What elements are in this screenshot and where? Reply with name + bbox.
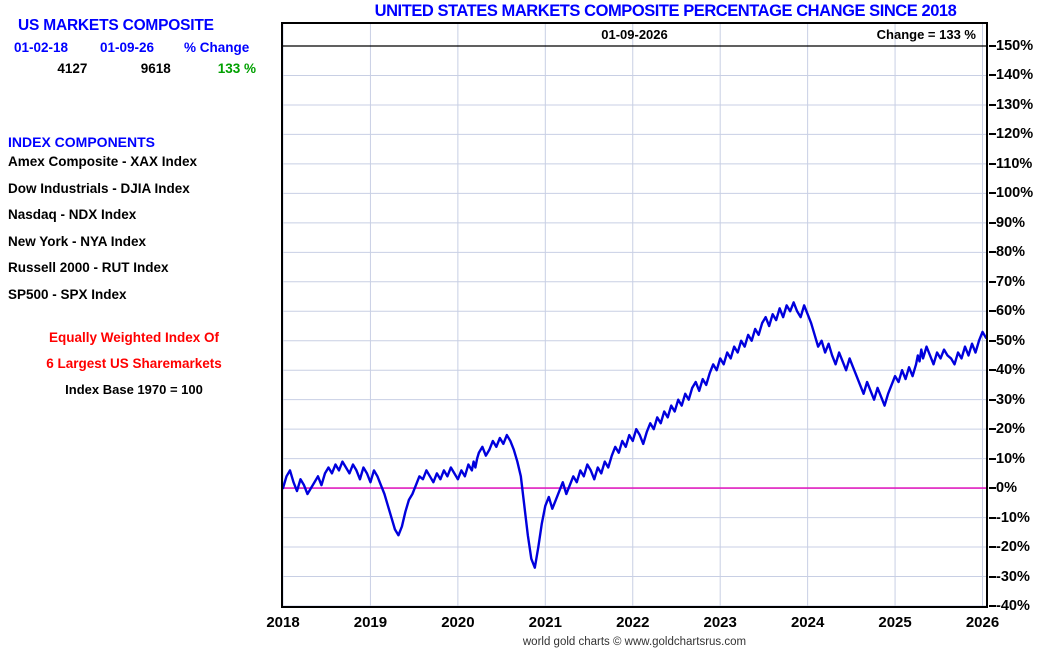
y-axis-tick-label: 0%	[996, 480, 1017, 497]
y-axis-tick-mark	[989, 251, 996, 254]
y-axis-tick-mark	[989, 487, 996, 490]
y-axis-tick-label: 50%	[996, 332, 1026, 349]
list-item: Russell 2000 - RUT Index	[8, 260, 169, 275]
y-axis-tick-mark	[989, 428, 996, 431]
summary-value-change: 133 %	[217, 61, 256, 76]
x-axis-tick-label: 2024	[790, 614, 825, 631]
y-axis-tick-label: 140%	[996, 67, 1034, 84]
y-axis-tick-label: -40%	[996, 598, 1030, 614]
y-axis-tick-mark	[989, 457, 996, 460]
plot-inner	[283, 24, 986, 606]
y-axis-tick-label: 150%	[996, 38, 1034, 54]
summary-value-start: 4127	[57, 61, 88, 76]
summary-value-end: 9618	[140, 61, 171, 76]
y-axis-tick-mark	[989, 516, 996, 519]
y-axis-tick-label: 20%	[996, 421, 1026, 438]
y-axis-tick-label: 60%	[996, 303, 1026, 320]
page-title: UNITED STATES MARKETS COMPOSITE PERCENTA…	[374, 2, 957, 20]
y-axis-tick-mark	[989, 133, 996, 136]
info-panel: US MARKETS COMPOSITE 01-02-18 01-09-26 %…	[0, 0, 281, 650]
y-axis-tick-mark	[989, 162, 996, 165]
y-axis-tick-mark	[989, 103, 996, 106]
x-axis-tick-label: 2020	[441, 614, 475, 631]
y-axis-tick-label: 130%	[996, 96, 1034, 113]
list-item: New York - NYA Index	[8, 233, 147, 249]
plot-area: 01-09-2026 Change = 133 %	[281, 22, 988, 608]
summary-header-start-date: 01-02-18	[14, 40, 69, 55]
index-components-list: Amex Composite - XAX Index Dow Industria…	[8, 154, 268, 313]
y-axis-tick-mark	[989, 221, 996, 224]
y-axis-tick-label: 110%	[996, 155, 1033, 172]
footer-credit: world gold charts © www.goldchartsrus.co…	[522, 636, 747, 648]
list-item: SP500 - SPX Index	[8, 286, 127, 302]
y-axis-tick-label: 40%	[996, 362, 1026, 379]
y-axis-tick-label: 30%	[996, 391, 1026, 408]
summary-table: 01-02-18 01-09-26 % Change 4127 9618 133…	[14, 40, 264, 76]
y-axis-tick-label: 100%	[996, 185, 1034, 202]
y-axis-tick-mark	[989, 369, 996, 372]
x-axis-tick-label: 2023	[703, 614, 737, 631]
summary-table-value-row: 4127 9618 133 %	[14, 61, 264, 76]
y-axis-tick-label: -20%	[996, 539, 1030, 556]
index-note-line-3: Index Base 1970 = 100	[65, 382, 203, 397]
y-axis-tick-label: 10%	[996, 450, 1026, 467]
y-axis-tick-mark	[989, 605, 996, 607]
index-note: Equally Weighted Index Of 6 Largest US S…	[0, 330, 268, 397]
x-axis-tick-label: 2025	[878, 614, 912, 631]
y-axis-tick-label: -10%	[996, 509, 1030, 526]
y-axis-tick-label: 80%	[996, 244, 1026, 261]
list-item: Nasdaq - NDX Index	[8, 207, 137, 222]
vertical-gridlines	[283, 24, 984, 606]
data-series-line	[283, 301, 986, 569]
y-axis-tick-label: -30%	[996, 568, 1030, 585]
y-axis-tick-label: 120%	[996, 126, 1034, 143]
y-axis-tick-mark	[989, 339, 996, 342]
y-axis-tick-mark	[989, 310, 996, 313]
x-axis-tick-label: 2018	[266, 614, 300, 631]
y-axis-tick-mark	[989, 45, 996, 47]
list-item: Amex Composite - XAX Index	[8, 154, 198, 169]
summary-header-end-date: 01-09-26	[100, 40, 155, 55]
chart-svg	[283, 24, 986, 606]
x-axis-tick-label: 2026	[965, 614, 1000, 631]
list-item: Dow Industrials - DJIA Index	[8, 180, 190, 196]
y-axis-tick-mark	[989, 546, 996, 549]
y-axis-tick-mark	[989, 192, 996, 195]
x-axis-tick-label: 2019	[353, 614, 388, 631]
y-axis-tick-label: 90%	[996, 214, 1026, 231]
horizontal-gridlines	[283, 45, 986, 606]
summary-table-header-row: 01-02-18 01-09-26 % Change	[14, 40, 264, 55]
x-axis-tick-label: 2022	[616, 614, 650, 631]
y-axis-tick-mark	[989, 74, 996, 77]
y-axis-tick-mark	[989, 398, 996, 401]
index-note-line-1: Equally Weighted Index Of	[48, 330, 220, 345]
y-axis-tick-label: 70%	[996, 273, 1026, 290]
summary-header-pct-change: % Change	[184, 40, 250, 55]
index-note-line-2: 6 Largest US Sharemarkets	[46, 356, 222, 371]
y-axis-tick-mark	[989, 280, 996, 283]
x-axis-tick-label: 2021	[528, 614, 562, 631]
panel-title: US MARKETS COMPOSITE	[18, 17, 214, 34]
y-axis-tick-mark	[989, 575, 996, 578]
index-components-title: INDEX COMPONENTS	[8, 134, 156, 150]
